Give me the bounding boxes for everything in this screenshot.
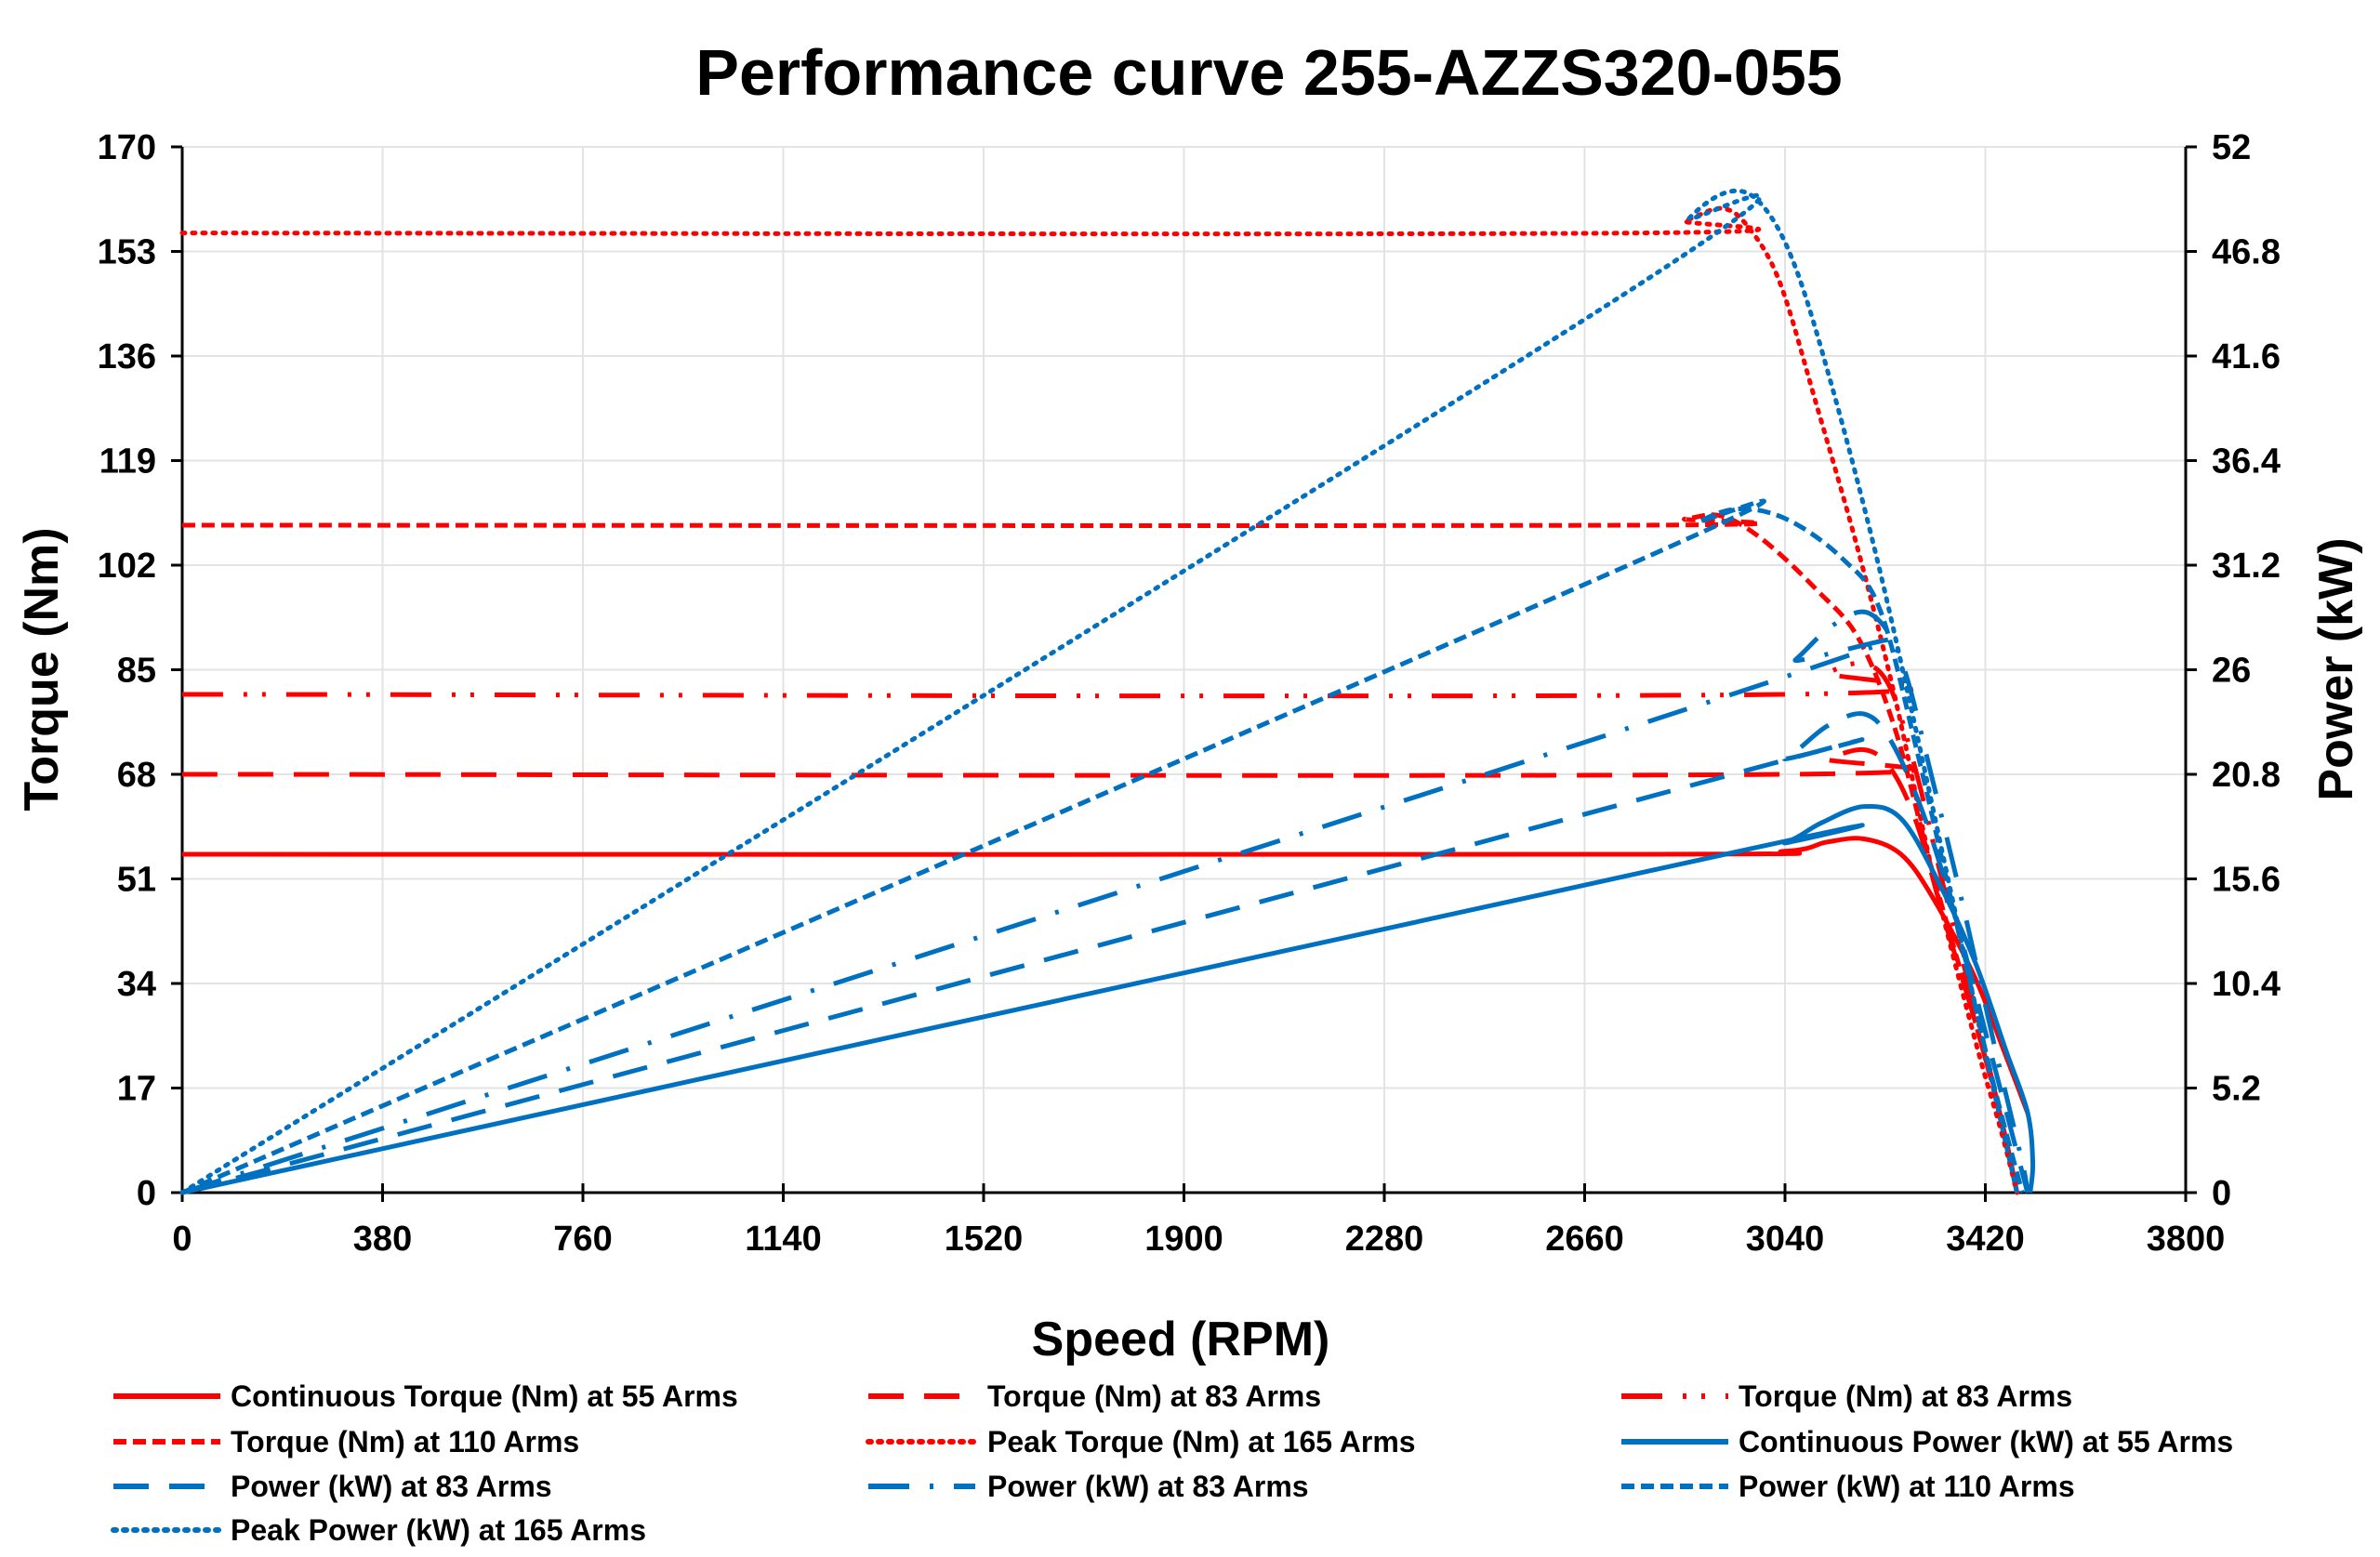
- x-tick-label: 3420: [1946, 1220, 2025, 1259]
- tick-labels: 0 380 760 1140 1520 1900 2280 2660 3040 3420 3800 0…: [98, 128, 2281, 1259]
- series-line-8: [181, 609, 2030, 1195]
- y-tick-label: 102: [98, 547, 156, 586]
- x-tick-label: 2660: [1545, 1220, 1624, 1259]
- series-line-1: [181, 836, 2030, 1114]
- x-tick-label: 2280: [1345, 1220, 1424, 1259]
- series-line-6: [181, 803, 2036, 1195]
- gridlines: [182, 146, 2186, 1193]
- x-tick-label: 1900: [1144, 1220, 1223, 1259]
- legend-label-4: Torque (Nm) at 110 Arms: [231, 1425, 579, 1458]
- y2-tick-label: 15.6: [2212, 861, 2281, 900]
- y2-tick-label: 52: [2212, 128, 2251, 167]
- legend-label-1: Continuous Torque (Nm) at 55 Arms: [231, 1379, 738, 1413]
- x-tick-label: 3800: [2147, 1220, 2226, 1259]
- legend-label-8: Power (kW) at 83 Arms: [987, 1470, 1309, 1503]
- y-tick-label: 153: [98, 233, 156, 272]
- legend-label-5: Peak Torque (Nm) at 165 Arms: [987, 1425, 1416, 1458]
- x-tick-label: 0: [172, 1220, 192, 1259]
- y2-tick-label: 36.4: [2212, 442, 2281, 482]
- y2-tick-label: 41.6: [2212, 337, 2281, 376]
- legend-label-2: Torque (Nm) at 83 Arms: [987, 1379, 1321, 1413]
- series-line-3: [181, 660, 2019, 1194]
- x-axis-label: Speed (RPM): [1032, 1313, 1330, 1366]
- y-tick-label: 85: [117, 652, 156, 691]
- x-tick-label: 1520: [945, 1220, 1024, 1259]
- y2-tick-label: 46.8: [2212, 233, 2281, 272]
- y-tick-label: 119: [99, 442, 156, 482]
- series-line-2: [181, 746, 2019, 1194]
- legend-label-9: Power (kW) at 110 Arms: [1739, 1470, 2075, 1503]
- y2-tick-label: 5.2: [2212, 1070, 2261, 1109]
- y-tick-label: 68: [117, 756, 156, 795]
- y2-tick-label: 26: [2212, 652, 2251, 691]
- series-lines: [179, 188, 2036, 1195]
- x-tick-label: 1140: [745, 1220, 821, 1259]
- chart-title: Performance curve 255-AZZS320-055: [695, 36, 1842, 109]
- series-line-5: [179, 205, 2020, 1195]
- legend-label-7: Power (kW) at 83 Arms: [231, 1470, 552, 1503]
- y-tick-label: 0: [137, 1174, 156, 1213]
- legend-label-10: Peak Power (kW) at 165 Arms: [231, 1513, 646, 1547]
- y-tick-label: 34: [117, 965, 156, 1004]
- series-line-7: [181, 711, 2030, 1195]
- y-tick-label: 51: [117, 861, 156, 900]
- legend-label-6: Continuous Power (kW) at 55 Arms: [1739, 1425, 2233, 1458]
- y-axis-label: Torque (Nm): [15, 527, 69, 811]
- axes: [171, 145, 2197, 1202]
- y2-tick-label: 20.8: [2212, 756, 2281, 795]
- y-tick-label: 17: [117, 1070, 156, 1109]
- y2-tick-label: 0: [2212, 1174, 2231, 1213]
- legend-label-3: Torque (Nm) at 83 Arms: [1739, 1379, 2072, 1413]
- y2-tick-label: 31.2: [2212, 547, 2281, 586]
- y2-axis-label: Power (kW): [2309, 537, 2363, 800]
- x-tick-label: 760: [553, 1220, 612, 1259]
- series-line-10: [179, 188, 2020, 1195]
- x-tick-label: 3040: [1746, 1220, 1825, 1259]
- x-tick-label: 380: [353, 1220, 412, 1259]
- series-line-4: [181, 512, 2019, 1194]
- y-tick-label: 136: [98, 337, 156, 376]
- y2-tick-label: 10.4: [2212, 965, 2281, 1004]
- legend: Continuous Torque (Nm) at 55 Arms Torque …: [111, 1379, 2233, 1547]
- y-tick-label: 170: [98, 128, 156, 167]
